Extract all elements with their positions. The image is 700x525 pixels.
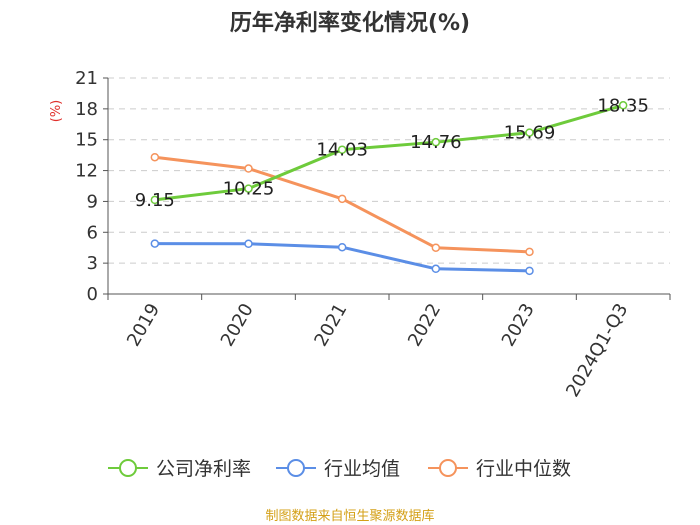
y-axis-unit: (%) (49, 100, 64, 123)
data-point (431, 264, 441, 274)
data-point (150, 152, 160, 162)
y-tick-label: 21 (75, 68, 98, 89)
y-tick-label: 9 (87, 191, 98, 212)
x-tick-label: 2020 (217, 300, 258, 350)
y-tick-label: 15 (75, 130, 98, 151)
data-point (150, 239, 160, 248)
data-point (525, 266, 534, 276)
data-point (150, 195, 160, 205)
data-label: 14.76 (410, 132, 462, 153)
data-point (337, 145, 347, 154)
data-label: 18.35 (597, 95, 649, 116)
y-tick-label: 0 (87, 284, 98, 305)
x-tick-label: 2023 (498, 300, 539, 350)
series-layer (150, 101, 628, 276)
data-point (244, 184, 253, 193)
data-labels: 9.15 10.25 14.03 14.76 15.69 18.35 (135, 95, 649, 211)
x-tick-label: 2022 (404, 300, 445, 350)
legend-label: 行业中位数 (476, 458, 571, 480)
legend-label: 公司净利率 (156, 458, 251, 480)
grid-lines (108, 77, 670, 264)
y-tick-label: 6 (87, 222, 98, 243)
data-label: 9.15 (135, 190, 175, 211)
data-point (618, 101, 628, 110)
legend-swatch-marker (287, 459, 305, 477)
data-point (431, 243, 441, 252)
data-point (244, 164, 253, 173)
legend: 公司净利率 行业均值 行业中位数 (108, 458, 571, 480)
data-point (337, 194, 347, 204)
series-line (154, 103, 624, 202)
footer-source: 制图数据来自恒生聚源数据库 (265, 508, 434, 524)
chart-title: 历年净利率变化情况(%) (230, 10, 470, 36)
legend-label: 行业均值 (324, 458, 400, 480)
data-label: 15.69 (504, 123, 556, 144)
series-line (154, 155, 530, 254)
y-tick-label: 3 (87, 253, 98, 274)
x-tick-label: 2021 (310, 300, 351, 350)
data-point (244, 239, 253, 249)
legend-swatch-marker (119, 459, 137, 477)
data-point (337, 242, 347, 252)
data-label: 10.25 (223, 179, 275, 200)
y-tick-label: 18 (75, 99, 98, 120)
legend-swatch-marker (439, 459, 457, 477)
data-point (431, 137, 441, 147)
data-label: 14.03 (316, 140, 368, 161)
x-tick-label: 2019 (123, 300, 164, 350)
y-tick-label: 12 (75, 161, 98, 182)
data-point (525, 128, 534, 137)
data-point (525, 247, 534, 257)
x-tick-label: 2024Q1-Q3 (562, 300, 632, 401)
